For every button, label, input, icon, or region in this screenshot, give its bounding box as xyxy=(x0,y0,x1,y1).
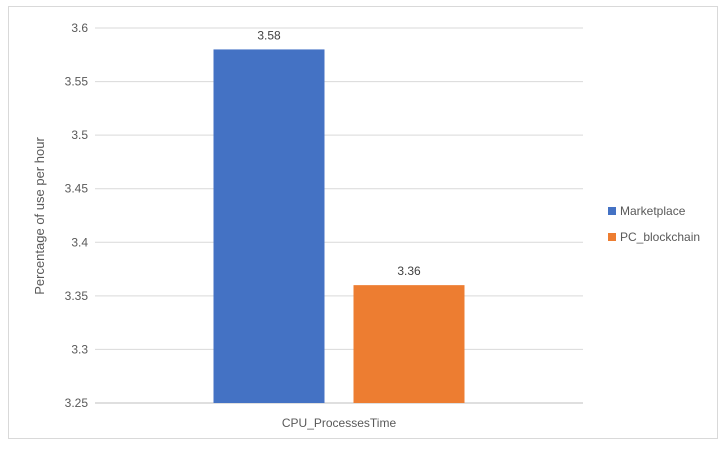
legend-label: Marketplace xyxy=(620,204,686,218)
y-tick-label: 3.4 xyxy=(71,235,88,249)
legend-swatch xyxy=(608,233,616,241)
x-axis-categories: CPU_ProcessesTime xyxy=(282,416,397,430)
legend-swatch xyxy=(608,207,616,215)
y-tick-label: 3.55 xyxy=(65,75,89,89)
legend-label: PC_blockchain xyxy=(620,230,700,244)
y-tick-label: 3.6 xyxy=(71,21,88,35)
y-tick-label: 3.45 xyxy=(65,182,89,196)
bar-pc-blockchain xyxy=(353,285,465,403)
bar-marketplace xyxy=(213,49,325,404)
data-label: 3.58 xyxy=(257,28,281,42)
bars xyxy=(213,49,465,404)
data-labels: 3.58 3.36 xyxy=(257,28,421,278)
x-category-label: CPU_ProcessesTime xyxy=(282,416,397,430)
y-tick-label: 3.3 xyxy=(71,342,88,356)
gridlines xyxy=(95,27,583,404)
y-axis-ticks: 3.25 3.3 3.35 3.4 3.45 3.5 3.55 3.6 xyxy=(65,21,89,410)
y-tick-label: 3.25 xyxy=(65,396,89,410)
y-tick-label: 3.5 xyxy=(71,128,88,142)
legend: Marketplace PC_blockchain xyxy=(608,204,700,244)
y-axis-title: Percentage of use per hour xyxy=(32,137,47,295)
data-label: 3.36 xyxy=(397,264,421,278)
y-tick-label: 3.35 xyxy=(65,289,89,303)
